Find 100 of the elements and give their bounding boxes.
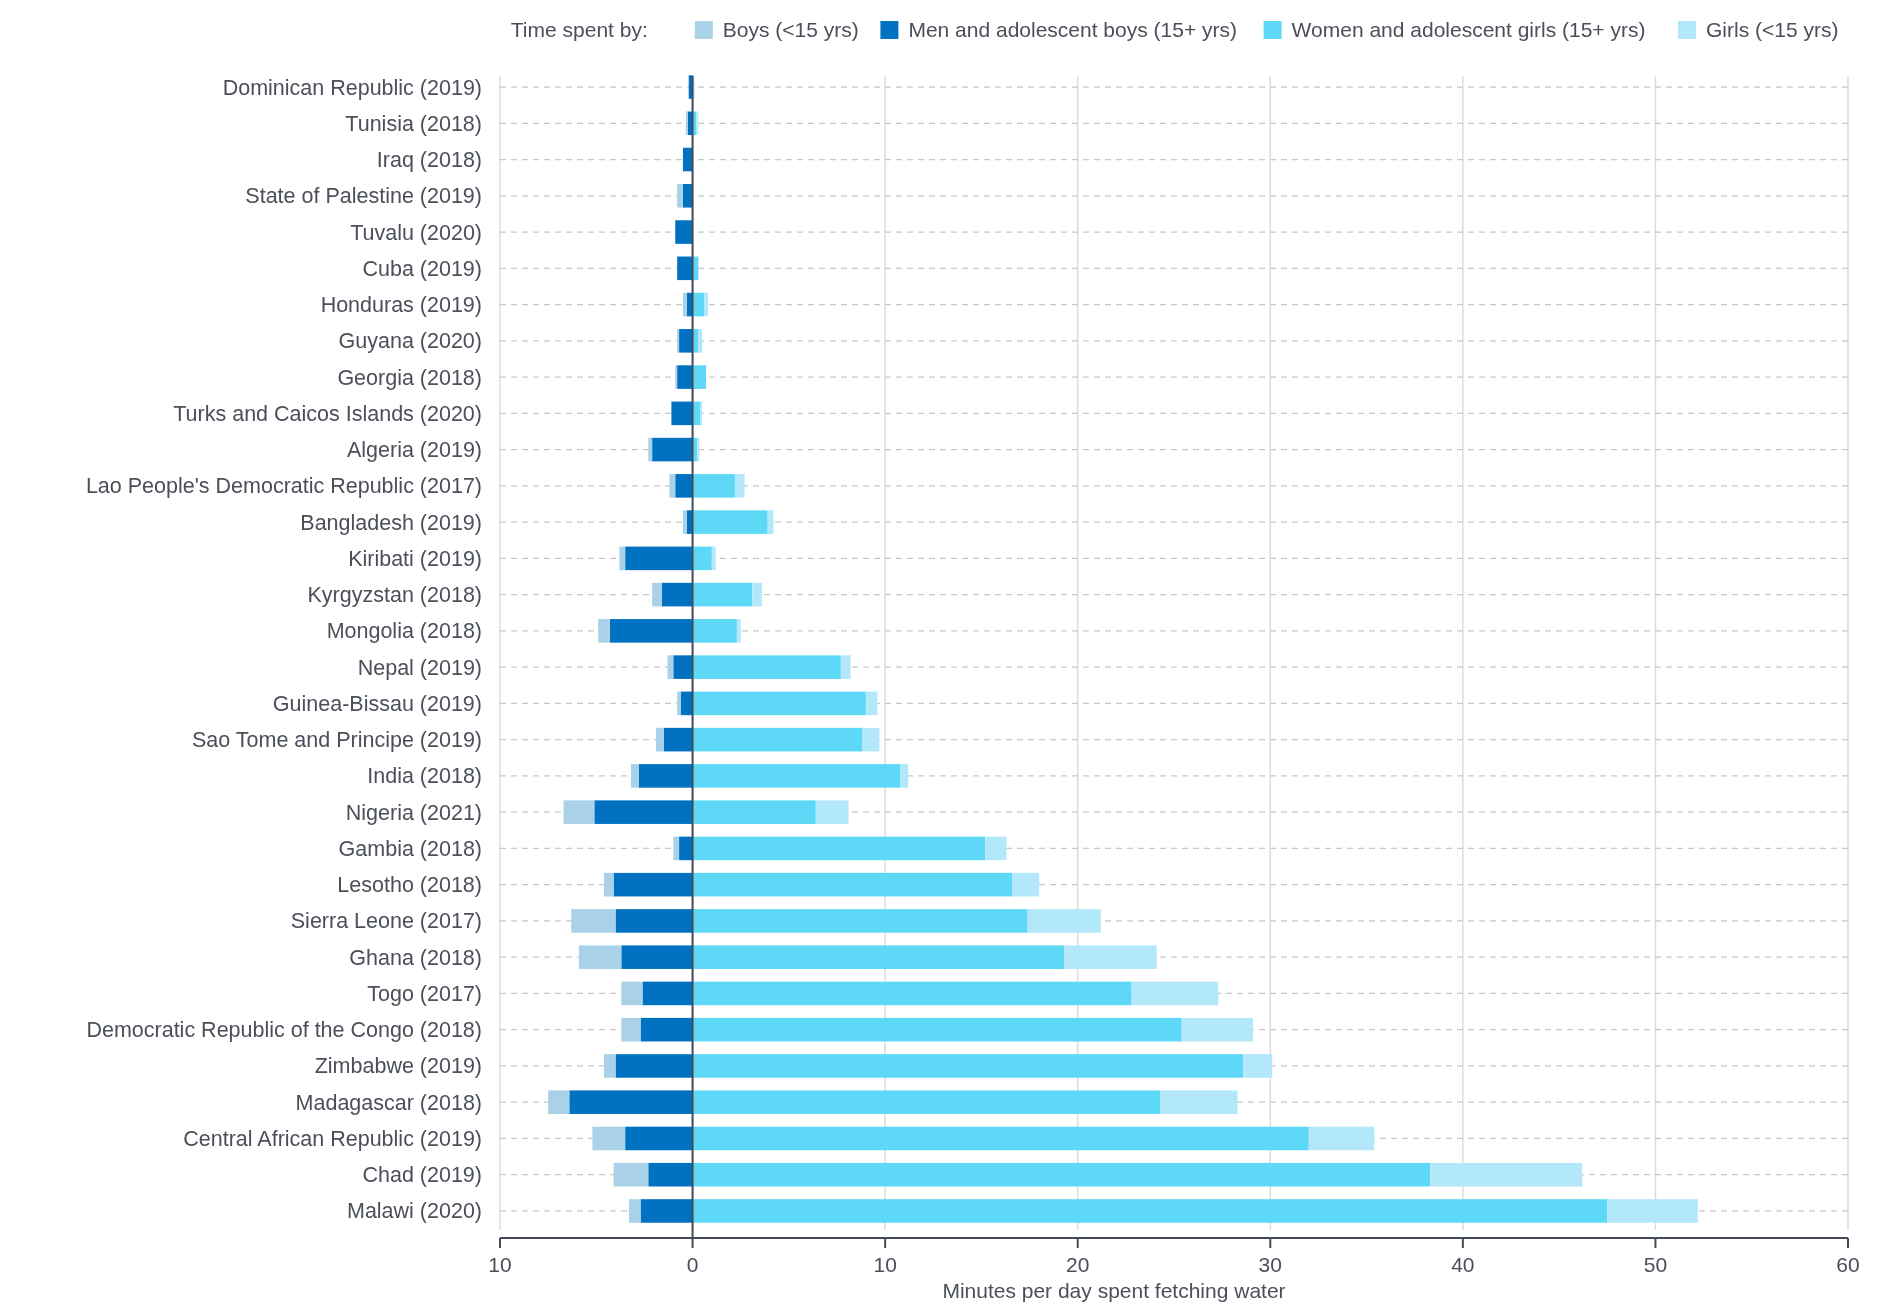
- bar: [675, 220, 693, 244]
- y-tick-label: Bangladesh (2019): [300, 510, 482, 535]
- bar: [692, 1162, 1431, 1187]
- bar: [1181, 1017, 1253, 1042]
- y-tick-label: Mongolia (2018): [326, 619, 482, 644]
- bar: [734, 474, 745, 498]
- bar: [698, 329, 703, 353]
- bar: [692, 619, 737, 643]
- bar: [704, 292, 708, 317]
- bar: [563, 800, 595, 824]
- bar: [671, 401, 693, 426]
- bar: [692, 1126, 1309, 1151]
- bar: [692, 727, 863, 752]
- bar: [1430, 1162, 1583, 1187]
- bar: [675, 474, 693, 498]
- bar: [1027, 909, 1101, 933]
- y-tick-label: Tuvalu (2020): [350, 220, 482, 245]
- bar: [655, 727, 664, 752]
- x-tick-label: 20: [1066, 1253, 1090, 1276]
- bar: [642, 981, 693, 1006]
- y-tick-label: India (2018): [367, 764, 482, 789]
- bar: [673, 655, 693, 679]
- x-tick-label: 10: [873, 1253, 897, 1276]
- bar: [985, 836, 1007, 861]
- y-tick-label: Zimbabwe (2019): [314, 1054, 482, 1079]
- bar: [569, 1090, 693, 1114]
- bar: [640, 1017, 693, 1042]
- bar: [692, 365, 707, 389]
- bar: [621, 945, 693, 969]
- y-tick-label: Malawi (2020): [346, 1199, 482, 1224]
- bar: [692, 1054, 1244, 1078]
- bar: [629, 1199, 641, 1223]
- bar: [682, 147, 693, 172]
- y-tick-label: Honduras (2019): [320, 293, 482, 318]
- bar: [711, 546, 716, 571]
- bar: [692, 981, 1132, 1006]
- y-tick-label: Iraq (2018): [376, 148, 482, 173]
- bar: [609, 619, 693, 643]
- y-tick-label: Cuba (2019): [362, 256, 482, 281]
- x-axis-title: Minutes per day spent fetching water: [942, 1279, 1286, 1302]
- bar: [594, 800, 693, 824]
- y-tick-label: Turks and Caicos Islands (2020): [173, 401, 482, 426]
- y-tick-label: Lao People's Democratic Republic (2017): [85, 474, 482, 499]
- bar: [1160, 1090, 1238, 1114]
- bar: [625, 546, 693, 571]
- bar: [603, 872, 614, 897]
- bar: [615, 1054, 693, 1078]
- x-tick-label: 0: [686, 1253, 699, 1276]
- bar: [692, 691, 866, 716]
- y-tick-label: Algeria (2019): [346, 438, 482, 463]
- bar: [673, 836, 680, 861]
- bar: [625, 1126, 693, 1151]
- bar: [677, 256, 693, 281]
- bar: [752, 582, 762, 607]
- bar: [621, 981, 643, 1006]
- y-tick-label: Sao Tome and Principe (2019): [191, 728, 482, 753]
- y-tick-label: Georgia (2018): [337, 365, 482, 390]
- bar: [648, 1162, 693, 1187]
- bar: [571, 909, 616, 933]
- bar: [692, 800, 816, 824]
- bar: [682, 292, 687, 317]
- x-tick-label: 60: [1836, 1253, 1860, 1276]
- legend-label: Women and adolescent girls (15+ yrs): [1291, 18, 1646, 42]
- y-tick-label: Nigeria (2021): [345, 800, 482, 825]
- bar: [619, 546, 626, 571]
- bar: [598, 619, 610, 643]
- y-tick-label: Guinea-Bissau (2019): [272, 691, 482, 716]
- bar: [615, 909, 693, 933]
- legend-label: Girls (<15 yrs): [1706, 18, 1839, 42]
- bar: [613, 872, 693, 897]
- y-tick-label: State of Palestine (2019): [245, 184, 482, 209]
- bar: [692, 474, 735, 498]
- x-tick-label: 10: [488, 1253, 512, 1276]
- bar: [677, 691, 682, 716]
- bar: [681, 691, 693, 716]
- y-tick-label: Lesotho (2018): [337, 873, 482, 898]
- y-tick-label: Togo (2017): [367, 981, 482, 1006]
- bar: [603, 1054, 616, 1078]
- x-tick-label: 40: [1451, 1253, 1475, 1276]
- bar: [682, 184, 693, 208]
- bar: [692, 764, 901, 788]
- bar: [679, 836, 693, 861]
- bar: [652, 437, 693, 462]
- bar: [638, 764, 693, 788]
- y-tick-label: Nepal (2019): [357, 655, 482, 680]
- bar: [630, 764, 639, 788]
- y-tick-label: Democratic Republic of the Congo (2018): [86, 1018, 482, 1043]
- bar: [661, 582, 693, 607]
- bar: [621, 1017, 641, 1042]
- bar: [1012, 872, 1040, 897]
- y-tick-label: Dominican Republic (2019): [222, 75, 482, 100]
- legend-label: Boys (<15 yrs): [722, 18, 859, 42]
- bar: [692, 909, 1028, 933]
- bar: [692, 546, 712, 571]
- bar: [692, 836, 986, 861]
- bar: [692, 655, 841, 679]
- bar: [1131, 981, 1219, 1006]
- y-tick-label: Gambia (2018): [338, 836, 482, 861]
- bar: [840, 655, 851, 679]
- x-tick-label: 30: [1258, 1253, 1282, 1276]
